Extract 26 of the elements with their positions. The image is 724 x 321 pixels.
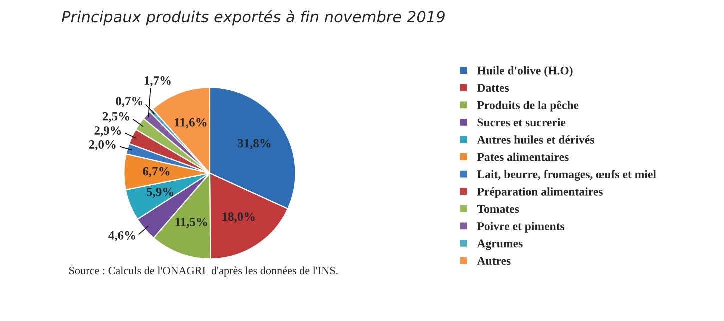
legend-label: Produits de la pêche	[477, 100, 579, 112]
legend-label: Lait, beurre, fromages, œufs et miel	[477, 170, 656, 181]
chart-title: Principaux produits exportés à fin novembre 2019	[62, 10, 445, 26]
legend-label: Tomates	[477, 205, 520, 214]
source-note: Source : Calculs de l'ONAGRI d'après les données de l'INS.	[70, 266, 338, 277]
legend-label: Autres huiles et dérivés	[477, 136, 594, 144]
data-label: 18,0%	[222, 212, 255, 223]
data-label: 11,6%	[175, 118, 207, 129]
legend-label: Pates alimentaires	[477, 152, 569, 162]
data-label: 2,0%	[89, 140, 116, 151]
legend-label: Agrumes	[477, 240, 523, 250]
data-label: 31,8%	[238, 139, 271, 150]
data-label: 0,7%	[116, 97, 143, 108]
data-label: 6,7%	[143, 167, 170, 178]
data-label: 5,9%	[147, 188, 174, 198]
data-label: 4,6%	[108, 231, 136, 242]
data-label: 1,7%	[144, 76, 171, 87]
legend-label: Préparation alimentaires	[477, 188, 603, 198]
legend-label: Sucres et sucrerie	[478, 118, 566, 127]
legend-label: Huile d'olive (H.O)	[477, 66, 573, 78]
data-label: 2,5%	[102, 112, 130, 123]
data-label: 2,9%	[94, 126, 122, 137]
data-label: 11,5%	[176, 218, 208, 228]
legend-label: Dattes	[477, 84, 510, 92]
legend-label: Autres	[477, 257, 511, 266]
legend-label: Poivre et piments	[477, 222, 565, 233]
